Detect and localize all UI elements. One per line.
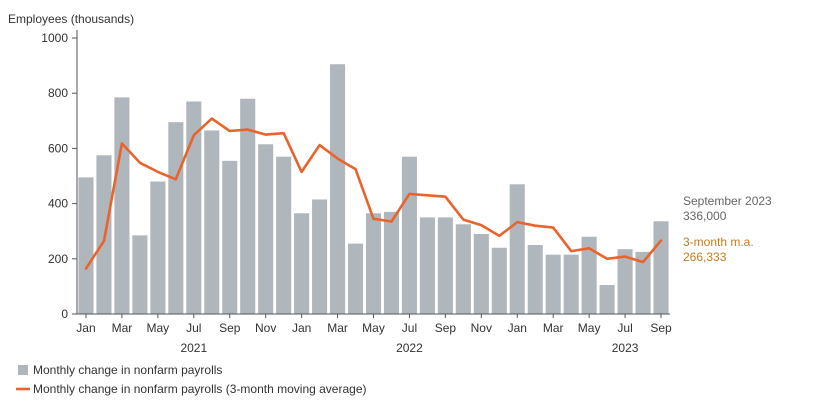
bar — [78, 177, 94, 314]
bar — [240, 98, 256, 314]
moving-average-series — [84, 117, 663, 270]
bar — [383, 211, 400, 314]
bar — [581, 236, 597, 314]
bar — [258, 144, 274, 314]
y-axis: 0 200 400 600 800 1000 — [41, 30, 78, 321]
moving-average-line — [84, 117, 663, 270]
bar — [330, 64, 346, 314]
x-tick-label: Mar — [543, 321, 564, 335]
x-tick-label: Jan — [508, 321, 527, 335]
bar — [599, 285, 615, 314]
bar — [545, 254, 561, 314]
bar — [132, 235, 148, 314]
x-axis: Jan Mar May Jul Sep Nov Jan Mar May Jul Sep Nov Jan M… — [76, 313, 672, 355]
bar — [473, 233, 489, 314]
x-tick-label: May — [362, 321, 385, 335]
annotation-latest-value: September 2023 — [683, 194, 772, 208]
x-tick-label: Sep — [219, 321, 241, 335]
bar-series — [78, 64, 669, 315]
year-label: 2022 — [396, 341, 423, 355]
x-tick-label: Jan — [76, 321, 95, 335]
legend: Monthly change in nonfarm payrolls Monthl… — [16, 363, 367, 396]
bar — [509, 184, 525, 314]
y-tick-label: 800 — [48, 86, 68, 100]
x-tick-label: Nov — [255, 321, 276, 335]
x-tick-label: Jul — [186, 321, 201, 335]
x-tick-label: Sep — [650, 321, 672, 335]
bar — [419, 217, 435, 314]
y-tick-label: 600 — [48, 141, 68, 155]
bar — [222, 160, 238, 314]
legend-bar-swatch — [18, 365, 28, 375]
bar — [617, 249, 633, 314]
bar — [150, 181, 166, 314]
x-tick-label: May — [578, 321, 601, 335]
bar — [635, 251, 651, 314]
bar — [347, 243, 364, 314]
x-tick-label: Nov — [471, 321, 492, 335]
annotation-moving-average: 266,333 — [683, 250, 727, 264]
year-label: 2021 — [180, 341, 207, 355]
annotation-moving-average: 3-month m.a. — [683, 235, 754, 249]
bar — [276, 156, 292, 314]
x-tick-label: Jul — [617, 321, 632, 335]
bar — [527, 245, 543, 314]
bar — [204, 130, 220, 314]
bar — [653, 221, 669, 314]
bar — [563, 254, 579, 314]
x-tick-label: Jan — [292, 321, 311, 335]
y-tick-label: 1000 — [41, 31, 68, 45]
legend-bar-label: Monthly change in nonfarm payrolls — [33, 363, 222, 377]
x-tick-label: Jul — [402, 321, 417, 335]
bar — [437, 217, 453, 314]
bar — [294, 213, 310, 314]
x-tick-label: Mar — [112, 321, 133, 335]
bar — [168, 122, 184, 315]
bar — [186, 101, 202, 314]
bar — [455, 224, 471, 314]
y-axis-label: Employees (thousands) — [8, 12, 134, 26]
year-label: 2023 — [612, 341, 639, 355]
bar — [365, 213, 382, 314]
x-tick-label: May — [147, 321, 170, 335]
bar — [312, 199, 328, 314]
bar — [401, 156, 417, 314]
y-tick-label: 0 — [61, 307, 68, 321]
y-tick-label: 400 — [48, 197, 68, 211]
bar — [491, 247, 507, 314]
x-tick-label: Sep — [435, 321, 457, 335]
annotation-latest-value: 336,000 — [683, 209, 727, 223]
bar — [114, 97, 130, 314]
legend-line-label: Monthly change in nonfarm payrolls (3-mo… — [33, 382, 367, 396]
y-tick-label: 200 — [48, 252, 68, 266]
x-tick-label: Mar — [327, 321, 348, 335]
